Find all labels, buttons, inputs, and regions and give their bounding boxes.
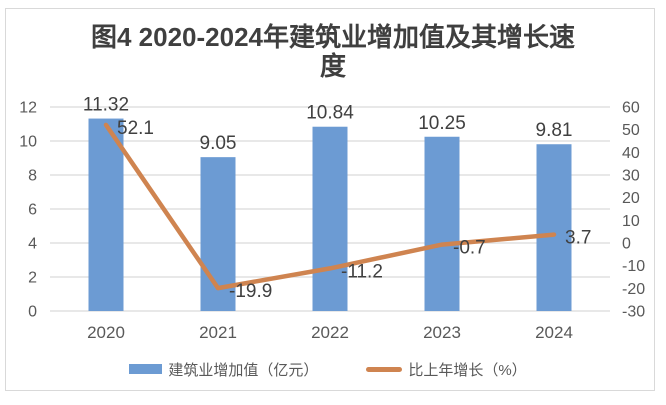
y-axis-left-label: 10 [19,134,37,151]
x-axis-label-2021: 2021 [199,323,237,342]
y-axis-left-label: 4 [28,236,37,253]
y-axis-right-label: 10 [622,213,640,230]
x-axis-label-2023: 2023 [423,323,461,342]
bar-value-label-2023: 10.25 [418,113,466,134]
chart-title: 图4 2020-2024年建筑业增加值及其增长速 度 [20,23,646,81]
bar-value-labels-group: 11.32 9.05 10.84 10.25 9.81 [83,95,573,155]
bar-2020 [88,118,124,311]
y-axis-right-label: 0 [622,236,631,253]
bars-group [88,118,572,311]
y-axis-right-label: 40 [622,145,640,162]
line-series-swatch-icon [366,366,403,372]
y-axis-left-label: 12 [19,100,37,117]
line-series-legend-label: 比上年增长（%） [408,361,527,379]
y-axis-right-label: -20 [622,281,645,298]
y-axis-right-label: -10 [622,258,645,275]
line-value-label-2023: -0.7 [453,238,486,259]
y-axis-left-labels-group: 0 2 4 6 8 10 12 [19,100,37,321]
y-axis-right-label: 20 [622,190,640,207]
x-axis-label-2020: 2020 [87,323,125,342]
line-value-label-2022: -11.2 [341,261,383,282]
y-axis-left-label: 2 [28,270,37,287]
x-axis-label-2022: 2022 [311,323,349,342]
bar-value-label-2024: 9.81 [536,120,573,141]
y-axis-left-label: 8 [28,168,37,185]
y-axis-right-label: 30 [622,168,640,185]
legend-item-line-series: 比上年增长（%） [366,359,527,380]
bar-value-label-2020: 11.32 [83,95,129,116]
growth-rate-line [103,122,557,291]
bar-value-label-2021: 9.05 [200,133,237,154]
legend-item-bar-series: 建筑业增加值（亿元） [129,359,318,380]
bar-2024 [536,144,572,311]
x-axis-label-2024: 2024 [535,323,573,342]
chart-title-line1: 图4 2020-2024年建筑业增加值及其增长速 [90,22,576,52]
y-axis-right-labels-group: 60 50 40 30 20 10 0 -10 -20 -30 [622,100,645,321]
bar-series-legend-label: 建筑业增加值（亿元） [168,361,319,379]
chart-legend: 建筑业增加值（亿元） 比上年增长（%） [0,357,656,381]
y-axis-left-label: 0 [28,304,37,321]
line-value-labels-group: 52.1 -19.9 -11.2 -0.7 3.7 [117,118,591,302]
line-value-label-2024: 3.7 [565,228,591,249]
y-axis-right-label: 60 [622,100,640,117]
y-axis-right-label: -30 [622,304,645,321]
line-value-label-2021: -19.9 [229,281,272,302]
growth-line-group [103,122,557,291]
bar-value-label-2022: 10.84 [306,103,354,124]
chart-title-line2: 度 [319,51,346,81]
y-axis-right-label: 50 [622,122,640,139]
y-axis-left-label: 6 [28,202,37,219]
line-value-label-2020: 52.1 [117,118,154,139]
bar-2022 [312,126,348,311]
x-axis-labels-group: 2020 2021 2022 2023 2024 [87,323,573,342]
bar-series-swatch-icon [129,364,163,374]
bar-2023 [424,136,460,311]
